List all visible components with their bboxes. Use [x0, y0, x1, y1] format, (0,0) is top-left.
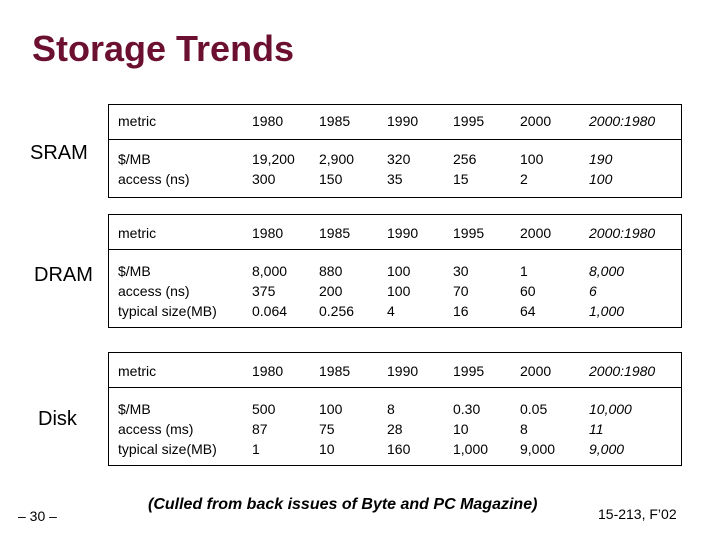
disk-1985: 100 75 10: [319, 401, 343, 457]
dram-1995: 30 70 16: [453, 263, 469, 319]
dram-label: DRAM: [34, 264, 93, 286]
dram-2000: 1 60 64: [520, 263, 536, 319]
dram-1980: 8,000 375 0.064: [252, 263, 288, 319]
disk-label: Disk: [38, 408, 77, 430]
sram-metrics: $/MB access (ns): [118, 151, 190, 187]
disk-metrics: $/MB access (ms) typical size(MB): [118, 401, 217, 457]
disk-1980: 500 87 1: [252, 401, 276, 457]
disk-table: metric 1980 1985 1990 1995 2000 2000:198…: [108, 352, 682, 466]
sram-ratio: 190 100: [589, 151, 613, 187]
header-ratio: 2000:1980: [589, 363, 656, 379]
header-2000: 2000: [520, 113, 552, 129]
sram-1990: 320 35: [387, 151, 411, 187]
disk-header-row: metric 1980 1985 1990 1995 2000 2000:198…: [109, 353, 681, 388]
sram-2000: 100 2: [520, 151, 544, 187]
header-1995: 1995: [453, 113, 485, 129]
dram-1985: 880 200 0.256: [319, 263, 355, 319]
sram-table: metric 1980 1985 1990 1995 2000 2000:198…: [108, 104, 682, 198]
disk-ratio: 10,000 11 9,000: [589, 401, 632, 457]
header-1995: 1995: [453, 363, 485, 379]
dram-table: metric 1980 1985 1990 1995 2000 2000:198…: [108, 214, 682, 328]
disk-2000: 0.05 8 9,000: [520, 401, 556, 457]
dram-header-row: metric 1980 1985 1990 1995 2000 2000:198…: [109, 215, 681, 250]
header-metric: metric: [118, 363, 157, 379]
header-1980: 1980: [252, 363, 284, 379]
header-1990: 1990: [387, 113, 419, 129]
sram-1985: 2,900 150: [319, 151, 355, 187]
sram-1995: 256 15: [453, 151, 477, 187]
slide-title: Storage Trends: [32, 28, 295, 69]
header-1985: 1985: [319, 363, 351, 379]
sram-header-row: metric 1980 1985 1990 1995 2000 2000:198…: [109, 105, 681, 140]
header-ratio: 2000:1980: [589, 225, 656, 241]
header-metric: metric: [118, 113, 157, 129]
header-1995: 1995: [453, 225, 485, 241]
course-label: 15-213, F’02: [598, 506, 677, 522]
dram-1990: 100 100 4: [387, 263, 411, 319]
header-ratio: 2000:1980: [589, 113, 656, 129]
sram-label: SRAM: [30, 142, 88, 164]
page-number: – 30 –: [18, 508, 57, 524]
header-2000: 2000: [520, 363, 552, 379]
header-1990: 1990: [387, 363, 419, 379]
disk-1995: 0.30 10 1,000: [453, 401, 489, 457]
header-1980: 1980: [252, 113, 284, 129]
sram-1980: 19,200 300: [252, 151, 295, 187]
source-note: (Culled from back issues of Byte and PC …: [148, 496, 538, 513]
header-1990: 1990: [387, 225, 419, 241]
header-1980: 1980: [252, 225, 284, 241]
dram-metrics: $/MB access (ns) typical size(MB): [118, 263, 217, 319]
header-2000: 2000: [520, 225, 552, 241]
header-1985: 1985: [319, 225, 351, 241]
header-1985: 1985: [319, 113, 351, 129]
disk-1990: 8 28 160: [387, 401, 411, 457]
dram-ratio: 8,000 6 1,000: [589, 263, 625, 319]
header-metric: metric: [118, 225, 157, 241]
